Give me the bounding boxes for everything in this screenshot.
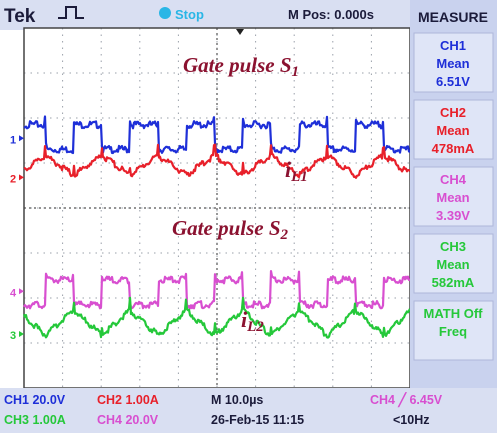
trigger-frequency: <10Hz <box>393 413 429 427</box>
channel-marker-arrow <box>19 331 24 337</box>
channel-marker-ch3: 3 <box>10 330 16 342</box>
measure-channel: CH2 <box>440 105 466 120</box>
measure-box[interactable] <box>413 32 494 93</box>
channel-marker-ch1: 1 <box>10 134 16 146</box>
ch4-scale: CH4 20.0V <box>97 413 159 427</box>
series-ch2-trace <box>23 143 411 179</box>
channel-marker-ch4: 4 <box>10 287 17 299</box>
measure-list: CH1 Mean 6.51V CH2 Mean 478mA CH4 Mean 3.39V CH3 M… <box>413 32 494 361</box>
series-ch3-trace <box>22 296 411 339</box>
measure-value: 3.39V <box>436 208 470 223</box>
annotation-gate-pulse-s1: Gate pulse S1 <box>183 53 299 80</box>
measure-channel: CH3 <box>440 239 466 254</box>
trigger-edge-icon <box>58 6 84 19</box>
ch3-scale: CH3 1.00A <box>4 413 66 427</box>
ch2-scale: CH2 1.00A <box>97 393 159 407</box>
measure-box[interactable] <box>413 99 494 160</box>
measure-channel: CH1 <box>440 38 466 53</box>
trigger-setting: CH4 ╱ 6.45V <box>370 391 443 408</box>
measure-channel: CH4 <box>440 172 467 187</box>
measure-title: MEASURE <box>418 9 488 25</box>
date-time: 26-Feb-15 11:15 <box>211 413 304 427</box>
channel-marker-ch2: 2 <box>10 173 16 185</box>
channel-marker-arrow <box>19 174 24 181</box>
timebase: M 10.0µs <box>211 393 263 407</box>
ch1-scale: CH1 20.0V <box>4 393 66 407</box>
measure-value: 582mA <box>432 275 475 290</box>
brand-label: Tek <box>4 6 36 27</box>
channel-markers: 1 2 4 3 <box>10 134 24 342</box>
waveforms <box>22 115 411 339</box>
status-bar <box>0 388 410 433</box>
measure-type: Mean <box>436 56 469 71</box>
measure-value: 478mA <box>432 141 475 156</box>
trigger-position-icon <box>236 29 244 35</box>
measure-box[interactable] <box>413 166 494 227</box>
measure-type: Mean <box>436 257 469 272</box>
channel-marker-arrow <box>19 288 24 295</box>
stop-status-icon <box>159 7 171 19</box>
measure-box[interactable] <box>413 233 494 294</box>
measure-type: Freq <box>439 324 467 339</box>
measure-channel: MATH Off <box>424 306 484 321</box>
acquisition-state: Stop <box>175 7 204 22</box>
horizontal-position: M Pos: 0.000s <box>288 7 374 22</box>
annotation-gate-pulse-s2: Gate pulse S2 <box>172 216 289 243</box>
measure-type: Mean <box>436 123 469 138</box>
series-ch4-trace <box>23 270 411 310</box>
measure-type: Mean <box>436 190 469 205</box>
measure-value: 6.51V <box>436 74 470 89</box>
measure-box[interactable] <box>413 300 494 361</box>
annotation-il1: iL1 <box>285 157 308 185</box>
series-ch1-trace <box>23 115 411 155</box>
annotation-il2: iL2 <box>241 307 264 335</box>
channel-marker-arrow <box>19 135 24 142</box>
